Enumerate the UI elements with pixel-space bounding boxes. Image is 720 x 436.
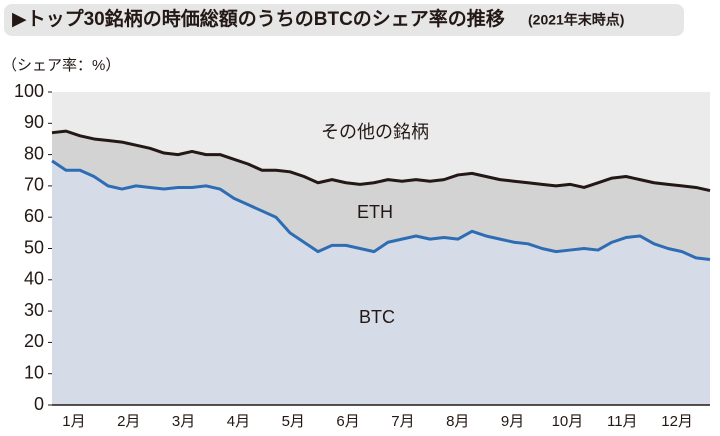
y-tick-label: 80 [24, 143, 44, 163]
x-tick-label: 5月 [282, 413, 305, 430]
other-label: その他の銘柄 [321, 122, 429, 142]
y-tick-label: 30 [24, 300, 44, 320]
line [51, 129, 711, 193]
x-tick-label: 3月 [172, 413, 195, 430]
series-label: ETH [357, 202, 393, 222]
y-tick-label: 20 [24, 331, 44, 351]
x-tick-label: 9月 [501, 413, 524, 430]
y-tick-label: 70 [24, 175, 44, 195]
y-tick-label: 90 [24, 112, 44, 132]
series-label: BTC [359, 307, 395, 327]
y-axis-label: （シェア率：%） [2, 57, 120, 74]
line [51, 159, 711, 261]
x-tick-label: 12月 [661, 413, 693, 430]
x-tick-label: 4月 [227, 413, 250, 430]
title-bar [4, 4, 684, 36]
area [52, 160, 710, 405]
x-tick-label: 11月 [607, 413, 638, 430]
chart-subtitle: (2021年末時点) [528, 12, 624, 28]
y-tick-label: 60 [24, 206, 44, 226]
x-tick-label: 8月 [446, 413, 469, 430]
chart-title: ▶トップ30銘柄の時価総額のうちのBTCのシェア率の推移 [12, 7, 505, 30]
y-tick-label: 50 [24, 237, 44, 257]
x-tick-label: 1月 [62, 413, 85, 430]
area [52, 131, 710, 260]
x-tick-label: 10月 [552, 413, 584, 430]
x-tick-label: 2月 [117, 413, 140, 430]
y-tick-label: 10 [24, 362, 44, 382]
y-tick-label: 40 [24, 269, 44, 289]
x-tick-label: 7月 [391, 413, 414, 430]
y-tick-label: 100 [14, 81, 44, 101]
y-tick-label: 0 [34, 394, 44, 414]
x-tick-label: 6月 [336, 413, 359, 430]
